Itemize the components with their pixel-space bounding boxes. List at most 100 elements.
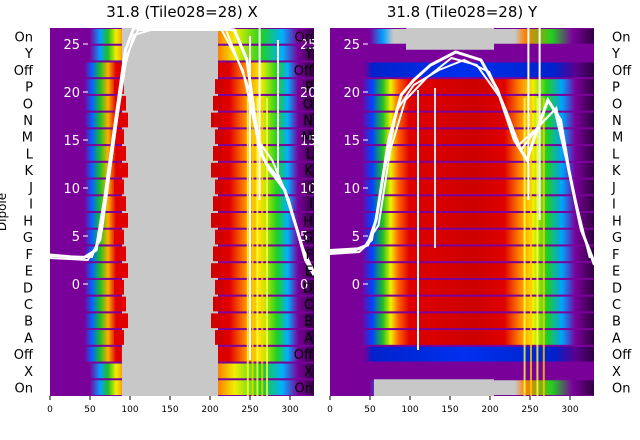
row-label: Off — [14, 64, 34, 79]
row-label: On — [15, 30, 33, 45]
right-row-label: L — [612, 147, 620, 162]
stripe — [246, 98, 249, 396]
row-label: B — [304, 315, 313, 330]
right-row-label: X — [612, 365, 621, 380]
edge-left-mark — [114, 330, 124, 345]
heatmap-area — [50, 28, 314, 396]
row-label: A — [304, 331, 313, 346]
row-label: On — [15, 382, 33, 397]
xtick-label: 50 — [364, 405, 376, 415]
row-label: L — [306, 147, 314, 162]
xtick-label: 0 — [47, 405, 53, 415]
heatmap-row-j — [330, 179, 594, 195]
xtick-label: 300 — [561, 405, 578, 415]
xtick-label: 150 — [441, 405, 458, 415]
row-label: G — [23, 231, 33, 246]
row-label: C — [304, 298, 313, 313]
row-label: L — [26, 147, 34, 162]
heatmap-row-x — [330, 363, 594, 379]
heatmap-row-off — [330, 62, 594, 78]
heatmap-row-k — [330, 162, 594, 178]
xtick-label: 100 — [401, 405, 418, 415]
right-row-label: Y — [611, 47, 620, 62]
overlay-ytick-label: 25 — [63, 38, 80, 53]
overlay-ytick-label: 0 — [72, 278, 80, 293]
overlay-ytick-label: 10 — [343, 182, 360, 197]
edge-right-mark — [211, 162, 220, 178]
heatmap-row-e — [330, 263, 594, 278]
edge-left-mark — [114, 129, 124, 145]
edge-right-mark — [213, 146, 222, 161]
row-label: M — [302, 131, 313, 146]
row-label: Off — [14, 348, 34, 363]
heatmap-row-d — [330, 279, 594, 295]
edge-right-mark — [213, 246, 222, 262]
right-row-label: M — [612, 131, 623, 146]
edge-right-mark — [215, 79, 224, 94]
overlay-ytick-label: 10 — [63, 182, 80, 197]
xtick-label: 250 — [241, 405, 258, 415]
row-label: B — [24, 315, 33, 330]
overlay-ytick-label: 15 — [343, 134, 360, 149]
edge-left-mark — [114, 179, 124, 195]
edge-left-mark — [118, 263, 128, 278]
row-label: J — [308, 181, 313, 196]
stripe — [536, 98, 539, 396]
edge-right-mark — [211, 313, 220, 329]
edge-left-mark — [116, 146, 126, 161]
grey-band — [122, 28, 218, 396]
right-row-label: O — [612, 97, 622, 112]
row-label: On — [295, 382, 313, 397]
right-row-label: A — [612, 331, 621, 346]
heatmap-row-b — [330, 313, 594, 329]
overlay-ytick-label: 5 — [352, 230, 360, 245]
row-label: Y — [24, 47, 33, 62]
overlay-ytick-label: 15 — [63, 134, 80, 149]
row-label: P — [25, 81, 33, 96]
heatmap-row-m — [330, 129, 594, 145]
overlay-ytick-label-right: 10 — [300, 182, 317, 197]
heatmap-row-i — [330, 196, 594, 211]
right-row-label: P — [612, 81, 620, 96]
right-row-label: Off — [612, 348, 632, 363]
row-label: C — [24, 298, 33, 313]
xtick-label: 200 — [201, 405, 218, 415]
row-label: F — [26, 248, 33, 263]
edge-left-mark — [116, 296, 126, 312]
xtick-label: 0 — [327, 405, 333, 415]
row-label: D — [303, 281, 313, 296]
heatmap-row-off — [330, 346, 594, 362]
edge-left-mark — [118, 213, 128, 228]
edge-left-mark — [116, 196, 126, 211]
edge-right-mark — [213, 95, 222, 111]
stripe — [266, 98, 268, 396]
heatmap-row-a — [330, 330, 594, 345]
row-label: F — [306, 248, 313, 263]
stripe — [256, 98, 259, 396]
edge-right-mark — [213, 196, 222, 211]
overlay-ytick-label: 0 — [352, 278, 360, 293]
edge-left-mark — [116, 246, 126, 262]
row-label: P — [305, 81, 313, 96]
right-row-label: F — [612, 248, 619, 263]
right-row-label: G — [612, 231, 622, 246]
xtick-label: 300 — [281, 405, 298, 415]
row-label: D — [23, 281, 33, 296]
edge-right-mark — [215, 129, 224, 145]
row-label: Off — [294, 64, 314, 79]
heatmap-row-p — [330, 79, 594, 94]
right-row-label: Off — [612, 64, 632, 79]
overlay-curve-3 — [330, 56, 591, 259]
right-row-label: J — [611, 181, 616, 196]
row-label: H — [23, 214, 33, 229]
edge-left-mark — [118, 313, 128, 329]
right-row-label: C — [612, 298, 621, 313]
overlay-ytick-label-right: 20 — [300, 86, 317, 101]
right-row-label: H — [612, 214, 622, 229]
row-label: N — [23, 114, 33, 129]
heatmap-row-l — [330, 146, 594, 161]
row-label: Off — [294, 348, 314, 363]
